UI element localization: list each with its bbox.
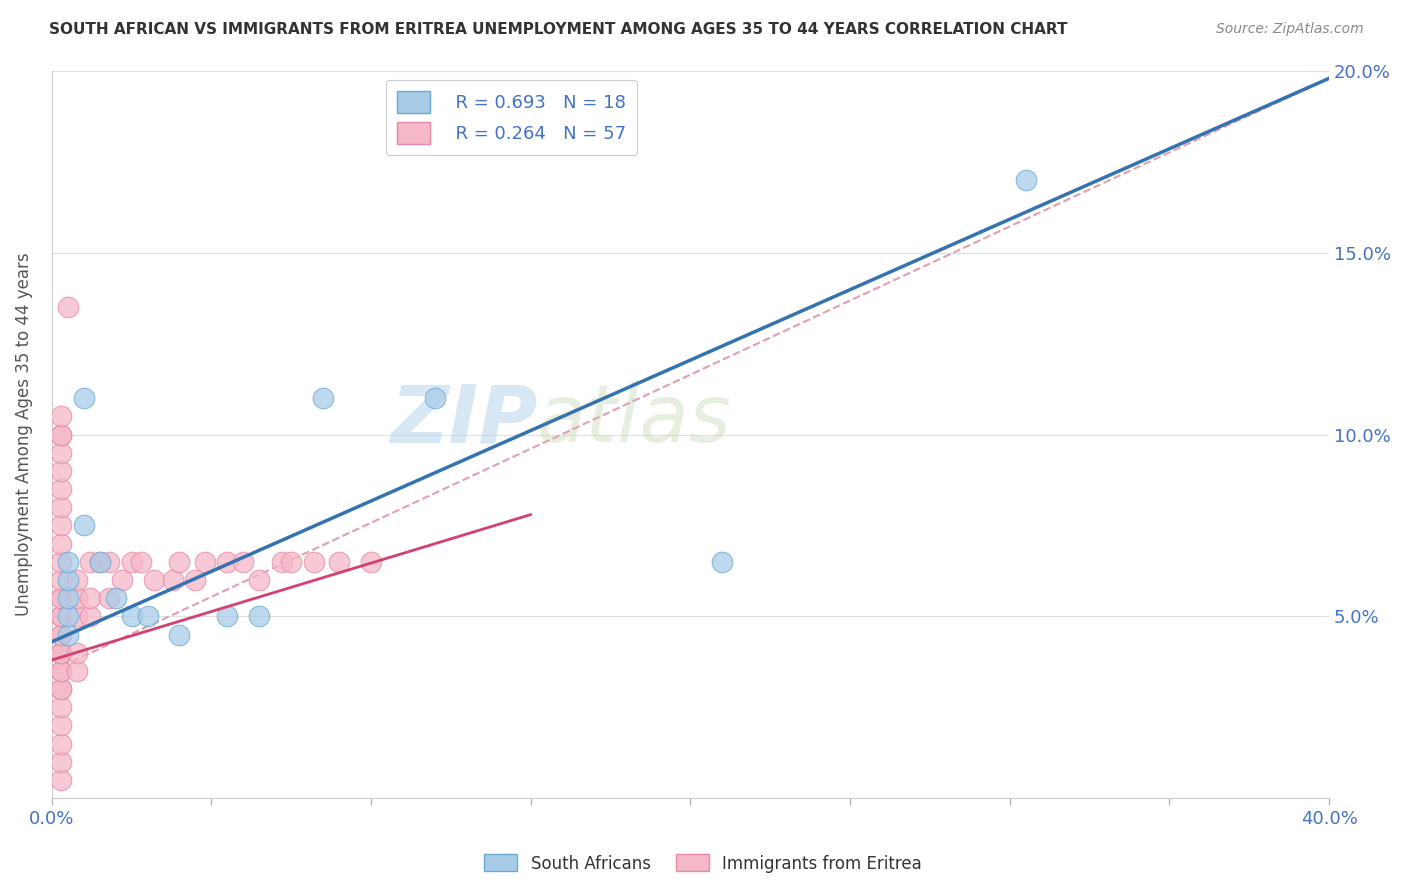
- Point: [51, 627, 73, 641]
- Point: [312, 391, 335, 405]
- Point: [51, 772, 73, 787]
- Point: [51, 609, 73, 624]
- Point: [51, 627, 73, 641]
- Point: [89, 555, 111, 569]
- Point: [56, 627, 79, 641]
- Text: SOUTH AFRICAN VS IMMIGRANTS FROM ERITREA UNEMPLOYMENT AMONG AGES 35 TO 44 YEARS : SOUTH AFRICAN VS IMMIGRANTS FROM ERITREA…: [49, 22, 1067, 37]
- Point: [104, 591, 127, 606]
- Point: [184, 573, 207, 587]
- Point: [51, 646, 73, 660]
- Point: [129, 555, 152, 569]
- Point: [51, 500, 73, 515]
- Point: [66, 573, 89, 587]
- Point: [79, 591, 101, 606]
- Point: [711, 555, 734, 569]
- Point: [423, 391, 446, 405]
- Point: [247, 609, 270, 624]
- Point: [56, 609, 79, 624]
- Point: [51, 646, 73, 660]
- Point: [51, 446, 73, 460]
- Point: [73, 518, 96, 533]
- Point: [51, 737, 73, 751]
- Point: [89, 555, 111, 569]
- Point: [280, 555, 302, 569]
- Point: [51, 682, 73, 697]
- Point: [232, 555, 254, 569]
- Y-axis label: Unemployment Among Ages 35 to 44 years: Unemployment Among Ages 35 to 44 years: [15, 252, 32, 616]
- Point: [56, 301, 79, 315]
- Text: Source: ZipAtlas.com: Source: ZipAtlas.com: [1216, 22, 1364, 37]
- Point: [270, 555, 292, 569]
- Point: [51, 573, 73, 587]
- Point: [51, 427, 73, 442]
- Point: [66, 609, 89, 624]
- Point: [162, 573, 184, 587]
- Point: [328, 555, 350, 569]
- Point: [217, 609, 239, 624]
- Point: [51, 555, 73, 569]
- Point: [121, 555, 143, 569]
- Point: [51, 664, 73, 678]
- Legend: South Africans, Immigrants from Eritrea: South Africans, Immigrants from Eritrea: [477, 847, 929, 880]
- Point: [66, 664, 89, 678]
- Point: [51, 664, 73, 678]
- Point: [51, 409, 73, 424]
- Text: atlas: atlas: [537, 381, 733, 459]
- Point: [142, 573, 165, 587]
- Point: [51, 718, 73, 732]
- Point: [51, 536, 73, 550]
- Point: [51, 646, 73, 660]
- Point: [79, 555, 101, 569]
- Point: [51, 700, 73, 714]
- Point: [98, 555, 121, 569]
- Point: [136, 609, 159, 624]
- Point: [111, 573, 134, 587]
- Point: [194, 555, 217, 569]
- Point: [56, 591, 79, 606]
- Point: [51, 427, 73, 442]
- Point: [73, 391, 96, 405]
- Point: [247, 573, 270, 587]
- Text: ZIP: ZIP: [389, 381, 537, 459]
- Point: [169, 627, 191, 641]
- Point: [56, 573, 79, 587]
- Point: [66, 646, 89, 660]
- Point: [51, 755, 73, 769]
- Point: [302, 555, 325, 569]
- Point: [51, 518, 73, 533]
- Point: [121, 609, 143, 624]
- Point: [66, 591, 89, 606]
- Point: [79, 609, 101, 624]
- Point: [51, 591, 73, 606]
- Point: [51, 591, 73, 606]
- Point: [217, 555, 239, 569]
- Point: [51, 482, 73, 496]
- Point: [169, 555, 191, 569]
- Point: [1015, 173, 1038, 187]
- Point: [360, 555, 382, 569]
- Point: [51, 609, 73, 624]
- Legend:   R = 0.693   N = 18,   R = 0.264   N = 57: R = 0.693 N = 18, R = 0.264 N = 57: [387, 80, 637, 155]
- Point: [51, 464, 73, 478]
- Point: [98, 591, 121, 606]
- Point: [56, 555, 79, 569]
- Point: [51, 682, 73, 697]
